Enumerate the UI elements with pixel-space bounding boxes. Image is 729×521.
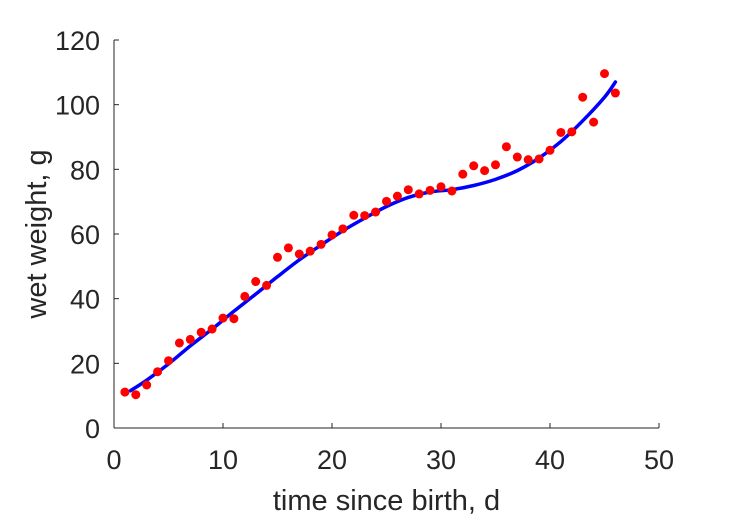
data-point bbox=[305, 246, 315, 256]
data-point bbox=[545, 145, 555, 155]
data-point bbox=[153, 367, 163, 377]
data-point bbox=[414, 189, 424, 199]
data-point bbox=[229, 314, 239, 324]
x-tick-label: 20 bbox=[317, 445, 347, 475]
y-tick-label: 20 bbox=[70, 349, 100, 379]
fit-curve bbox=[128, 80, 618, 393]
data-point bbox=[327, 230, 337, 240]
data-point bbox=[512, 152, 522, 162]
data-point bbox=[360, 211, 370, 221]
data-point bbox=[392, 191, 402, 201]
data-point bbox=[567, 127, 577, 137]
x-tick-label: 40 bbox=[535, 445, 565, 475]
data-point bbox=[338, 224, 348, 234]
data-point bbox=[196, 327, 206, 337]
data-point bbox=[185, 334, 195, 344]
data-point bbox=[600, 69, 609, 79]
data-point bbox=[262, 280, 272, 290]
y-tick-label: 80 bbox=[70, 155, 100, 185]
y-tick-label: 100 bbox=[55, 91, 100, 121]
data-point bbox=[534, 154, 544, 164]
data-point bbox=[349, 210, 359, 220]
data-point bbox=[207, 324, 217, 334]
y-axis-label: wet weight, g bbox=[21, 149, 53, 319]
x-axis-label: time since birth, d bbox=[273, 485, 500, 517]
y-tick-label: 120 bbox=[55, 26, 100, 56]
data-point bbox=[578, 92, 588, 102]
data-point bbox=[447, 186, 457, 196]
data-point bbox=[523, 155, 533, 165]
data-point bbox=[142, 380, 152, 390]
axes bbox=[113, 40, 659, 429]
data-point bbox=[240, 291, 250, 301]
data-point bbox=[218, 313, 228, 323]
data-point bbox=[469, 161, 479, 171]
data-point bbox=[382, 196, 391, 206]
x-tick-label: 0 bbox=[106, 445, 121, 475]
data-point bbox=[283, 243, 293, 253]
fit-curve-group bbox=[128, 80, 618, 393]
data-point bbox=[403, 185, 413, 195]
data-point bbox=[589, 117, 599, 127]
data-point bbox=[501, 142, 511, 152]
y-tick-label: 40 bbox=[70, 285, 100, 315]
data-point bbox=[273, 252, 282, 262]
data-point bbox=[251, 277, 261, 287]
ticks: 0 10 20 30 40 50 0 20 40 60 80 100 120 bbox=[55, 26, 674, 475]
data-points bbox=[120, 69, 620, 400]
data-point bbox=[174, 338, 184, 348]
data-point bbox=[294, 249, 304, 259]
data-point bbox=[425, 185, 435, 195]
y-tick-label: 60 bbox=[70, 220, 100, 250]
data-point bbox=[480, 166, 490, 176]
data-point bbox=[316, 239, 326, 249]
data-point bbox=[371, 207, 381, 217]
data-point bbox=[436, 182, 446, 192]
data-point bbox=[556, 127, 566, 137]
x-tick-label: 10 bbox=[208, 445, 238, 475]
data-point bbox=[491, 160, 500, 170]
x-tick-label: 50 bbox=[644, 445, 674, 475]
data-point bbox=[458, 169, 468, 179]
data-point bbox=[131, 390, 141, 400]
data-point bbox=[164, 356, 173, 366]
y-tick-label: 0 bbox=[85, 414, 100, 444]
data-point bbox=[120, 387, 130, 397]
x-tick-label: 30 bbox=[426, 445, 456, 475]
data-point bbox=[610, 88, 620, 98]
